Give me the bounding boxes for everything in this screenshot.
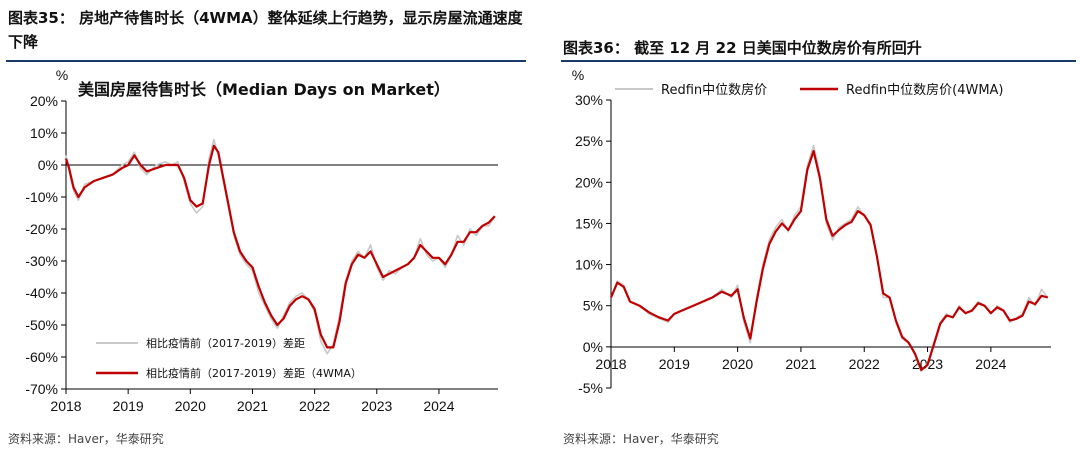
left-x-tick-label: 2021 [237, 398, 268, 414]
left-y-tick-label: 20% [30, 93, 58, 109]
right-x-tick-label: 2018 [595, 356, 626, 372]
right-chart: 30% 25% 20% 15% 10% 5% 0% -5%% 2018 2019 2020 2021 2… [572, 67, 1051, 396]
right-y-tick-label: 5% [583, 298, 603, 314]
left-chart: 20% 10% 0% -10% -20% -30% -40% -50% -60% -70%% 201… [25, 67, 498, 414]
right-x-tick-label: 2019 [659, 356, 690, 372]
left-legend-label: 相比疫情前（2017-2019）差距 [146, 336, 305, 350]
right-x-tick-label: 2022 [849, 356, 880, 372]
left-y-tick-label: 10% [30, 125, 58, 141]
left-x-tick-label: 2024 [423, 398, 454, 414]
left-chart-title: 美国房屋待售时长（Median Days on Market） [78, 80, 450, 99]
right-y-unit: % [572, 67, 584, 83]
left-x-tick-label: 2020 [175, 398, 206, 414]
left-y-tick-label: -10% [25, 189, 58, 205]
left-y-tick-label: 0% [38, 157, 58, 173]
left-y-unit: % [56, 67, 68, 83]
right-y-tick-label: -5% [578, 380, 603, 396]
right-x-tick-label: 2021 [785, 356, 816, 372]
left-title-rule [6, 60, 526, 62]
right-y-tick-label: 15% [575, 215, 603, 231]
left-x-tick-label: 2022 [299, 398, 330, 414]
left-source-note: 资料来源：Haver，华泰研究 [8, 432, 164, 446]
right-y-tick-label: 25% [575, 133, 603, 149]
right-y-tick-label: 10% [575, 257, 603, 273]
right-series-line-4wma [609, 149, 1049, 371]
right-y-tick-label: 0% [583, 339, 603, 355]
left-y-tick-label: -60% [25, 349, 58, 365]
left-x-tick-label: 2018 [50, 398, 81, 414]
left-legend-label: 相比疫情前（2017-2019）差距（4WMA） [146, 366, 362, 380]
right-title-rule [561, 60, 1076, 62]
right-x-tick-label: 2024 [975, 356, 1006, 372]
left-y-tick-label: -50% [25, 317, 58, 333]
left-y-tick-label: -30% [25, 253, 58, 269]
right-series-line-raw [610, 144, 1049, 373]
right-y-tick-label: 30% [575, 92, 603, 108]
right-x-tick-label: 2020 [722, 356, 753, 372]
left-y-tick-label: -40% [25, 285, 58, 301]
right-panel: 图表36： 截至 12 月 22 日美国中位数房价有所回升 30% 25% 20% 1… [555, 0, 1080, 458]
right-legend-label: Redfin中位数房价 [661, 82, 767, 98]
right-legend-label: Redfin中位数房价(4WMA) [846, 82, 1004, 98]
right-source-note: 资料来源：Haver，华泰研究 [563, 432, 719, 446]
left-y-tick-label: -70% [25, 381, 58, 397]
left-figure-title: 图表35： 房地产待售时长（4WMA）整体延续上行趋势，显示房屋流通速度下降 [8, 9, 523, 51]
left-x-tick-label: 2019 [113, 398, 144, 414]
left-y-tick-label: -20% [25, 221, 58, 237]
left-series-line-4wma [64, 144, 496, 349]
right-figure-title: 图表36： 截至 12 月 22 日美国中位数房价有所回升 [563, 39, 922, 57]
left-panel: 图表35： 房地产待售时长（4WMA）整体延续上行趋势，显示房屋流通速度下降 2… [0, 0, 530, 458]
right-y-tick-label: 20% [575, 174, 603, 190]
left-x-tick-label: 2023 [361, 398, 392, 414]
